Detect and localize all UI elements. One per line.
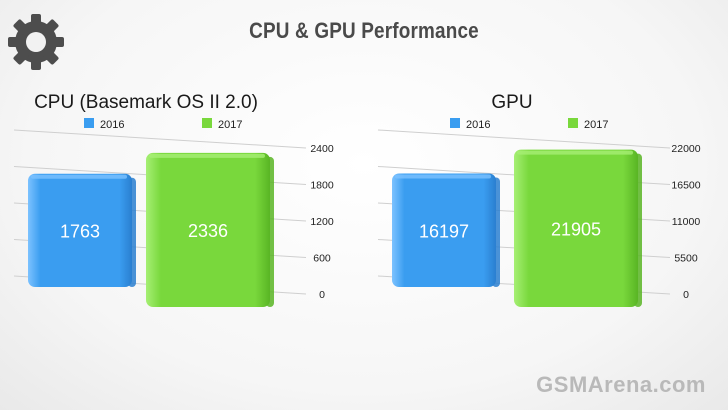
- y-tick-label: 1800: [310, 180, 334, 192]
- y-tick-label: 1200: [310, 216, 334, 228]
- y-tick-label: 11000: [672, 216, 701, 228]
- bar-2016-top: [31, 174, 127, 179]
- chart-title: CPU (Basemark OS II 2.0): [34, 92, 258, 113]
- y-tick-label: 2400: [310, 143, 334, 155]
- data-label-2017: 2336: [188, 221, 228, 241]
- legend-swatch-2017: [568, 118, 578, 128]
- legend-label-2017: 2017: [584, 119, 608, 131]
- bar-2016-top: [395, 174, 491, 179]
- bar-2017: [514, 149, 638, 307]
- y-tick-label: 0: [683, 289, 689, 301]
- gridline: [13, 129, 307, 149]
- y-tick-label: 16500: [671, 180, 700, 192]
- data-label-2016: 16197: [419, 221, 469, 241]
- legend-label-2017: 2017: [218, 119, 242, 131]
- y-tick-label: 22000: [671, 143, 700, 155]
- gear-icon: [8, 14, 64, 70]
- y-tick-label: 600: [313, 253, 331, 265]
- bar-2016: [28, 173, 132, 287]
- watermark: GSMArena.com: [536, 372, 706, 397]
- y-tick-label: 5500: [674, 253, 698, 265]
- legend-swatch-2016: [84, 118, 94, 128]
- legend-label-2016: 2016: [466, 119, 490, 131]
- bar-2017-top: [517, 150, 633, 155]
- bar-2017: [146, 152, 270, 307]
- bar-2016: [392, 173, 496, 287]
- data-label-2017: 21905: [551, 219, 601, 239]
- y-tick-label: 0: [319, 289, 325, 301]
- data-label-2016: 1763: [60, 221, 100, 241]
- page-title: CPU & GPU Performance: [249, 18, 479, 43]
- cpu-chart: CPU (Basemark OS II 2.0) 2016 2017 0 600 1200…: [13, 92, 334, 307]
- legend-swatch-2016: [450, 118, 460, 128]
- legend-label-2016: 2016: [100, 119, 124, 131]
- bar-2017-top: [149, 153, 265, 158]
- chart-title: GPU: [491, 92, 532, 113]
- legend-swatch-2017: [202, 118, 212, 128]
- gridline: [377, 129, 671, 149]
